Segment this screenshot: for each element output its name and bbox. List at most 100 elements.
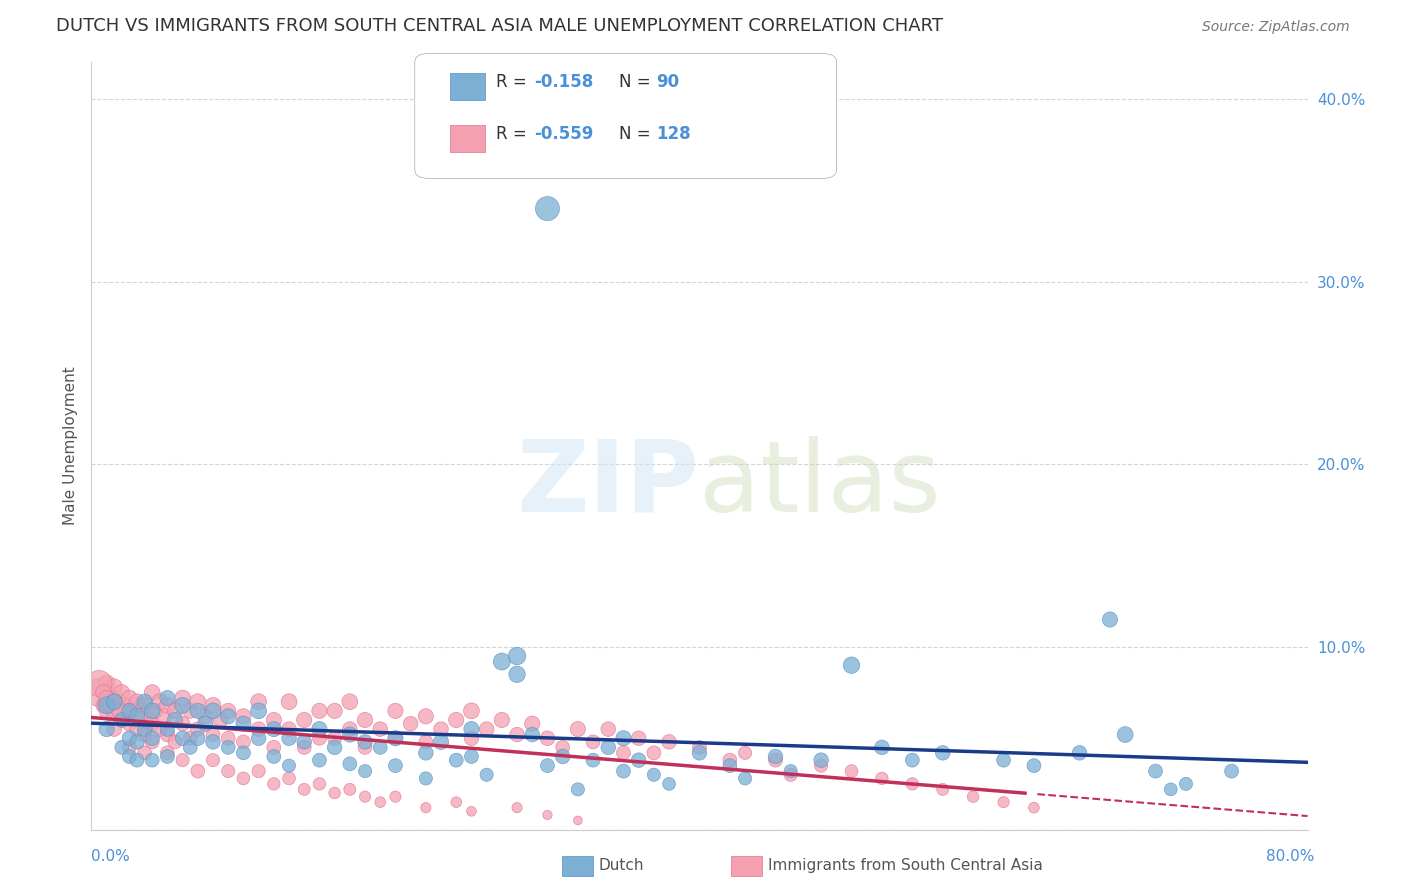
Point xyxy=(292,782,315,797)
Point xyxy=(339,728,361,742)
Point xyxy=(415,746,437,760)
Point xyxy=(870,740,893,755)
Point xyxy=(643,768,665,782)
Point xyxy=(292,735,315,749)
Point xyxy=(415,735,437,749)
Point xyxy=(354,764,377,778)
Point xyxy=(522,728,544,742)
Text: N =: N = xyxy=(619,73,655,91)
Point xyxy=(163,704,186,718)
Point xyxy=(247,704,270,718)
Point xyxy=(217,709,239,723)
Point xyxy=(384,789,406,804)
Point xyxy=(187,764,209,778)
Point xyxy=(339,695,361,709)
Point xyxy=(384,704,406,718)
Point xyxy=(179,731,201,746)
Point xyxy=(841,658,863,673)
Point xyxy=(134,746,156,760)
Point xyxy=(263,777,285,791)
Point xyxy=(582,753,605,767)
Point xyxy=(368,740,391,755)
Point xyxy=(156,722,179,736)
Point xyxy=(292,713,315,727)
Point xyxy=(551,749,574,764)
Point xyxy=(901,777,924,791)
Point xyxy=(118,704,141,718)
Point xyxy=(536,808,558,822)
Point xyxy=(141,704,163,718)
Point xyxy=(627,731,650,746)
Point xyxy=(93,685,115,699)
Point xyxy=(172,753,194,767)
Point xyxy=(612,764,634,778)
Point xyxy=(232,746,254,760)
Point xyxy=(217,704,239,718)
Point xyxy=(475,722,498,736)
Point xyxy=(765,753,787,767)
Point xyxy=(103,709,125,723)
Point xyxy=(323,704,346,718)
Point xyxy=(491,655,513,669)
Point xyxy=(247,764,270,778)
Point xyxy=(217,764,239,778)
Point xyxy=(278,695,301,709)
Point xyxy=(125,695,148,709)
Point xyxy=(103,695,125,709)
Point xyxy=(598,722,620,736)
Point xyxy=(263,740,285,755)
Point xyxy=(339,782,361,797)
Point xyxy=(962,789,984,804)
Point xyxy=(156,728,179,742)
Point xyxy=(98,691,121,706)
Point xyxy=(718,758,741,772)
Point xyxy=(567,782,589,797)
Point xyxy=(658,735,681,749)
Point xyxy=(931,746,953,760)
Point xyxy=(308,753,330,767)
Text: DUTCH VS IMMIGRANTS FROM SOUTH CENTRAL ASIA MALE UNEMPLOYMENT CORRELATION CHART: DUTCH VS IMMIGRANTS FROM SOUTH CENTRAL A… xyxy=(56,17,943,35)
Point xyxy=(612,731,634,746)
Point xyxy=(993,753,1015,767)
Point xyxy=(430,735,453,749)
Point xyxy=(122,704,145,718)
Text: R =: R = xyxy=(496,73,533,91)
Point xyxy=(172,698,194,713)
Point xyxy=(444,713,467,727)
Point xyxy=(118,749,141,764)
Point xyxy=(688,746,710,760)
Point xyxy=(232,709,254,723)
Text: 80.0%: 80.0% xyxy=(1267,849,1315,863)
Point xyxy=(278,731,301,746)
Point xyxy=(901,753,924,767)
Point xyxy=(475,768,498,782)
Point xyxy=(415,709,437,723)
Point xyxy=(354,713,377,727)
Point xyxy=(202,753,225,767)
Point xyxy=(627,753,650,767)
Point xyxy=(734,772,756,786)
Point xyxy=(202,704,225,718)
Point xyxy=(993,795,1015,809)
Point xyxy=(217,740,239,755)
Point xyxy=(98,698,121,713)
Point xyxy=(278,722,301,736)
Point xyxy=(187,704,209,718)
Point xyxy=(354,735,377,749)
Point xyxy=(118,740,141,755)
Point xyxy=(506,728,529,742)
Point xyxy=(1160,782,1182,797)
Point xyxy=(141,735,163,749)
Point xyxy=(718,753,741,767)
Point xyxy=(179,704,201,718)
Point xyxy=(460,722,482,736)
Point xyxy=(156,698,179,713)
Point xyxy=(125,753,148,767)
Point xyxy=(308,731,330,746)
Text: 128: 128 xyxy=(657,125,692,143)
Point xyxy=(339,756,361,771)
Point xyxy=(118,691,141,706)
Y-axis label: Male Unemployment: Male Unemployment xyxy=(62,367,77,525)
Point xyxy=(103,722,125,736)
Point xyxy=(111,713,134,727)
